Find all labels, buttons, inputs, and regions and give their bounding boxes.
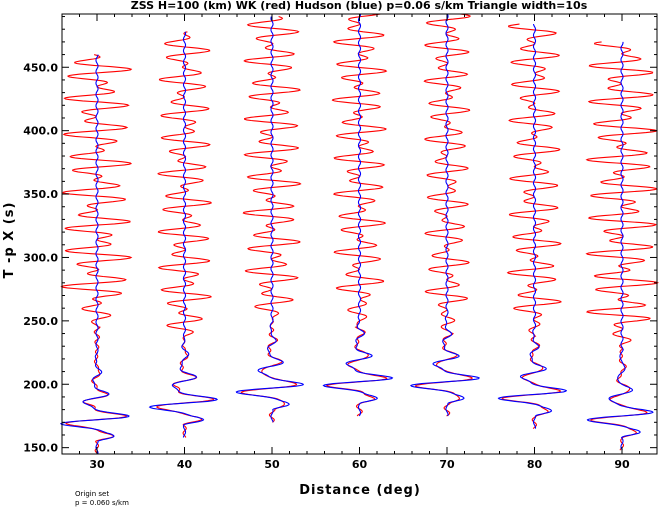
y-axis: 150.0 200.0 250.0 300.0 350.0 400.0 450.0 xyxy=(23,16,657,455)
x-tick-label: 50 xyxy=(264,458,280,471)
wk-trace-60 xyxy=(325,13,388,417)
hudson-trace-30 xyxy=(60,54,130,455)
hudson-trace-80 xyxy=(497,24,568,429)
y-tick-label: 300.0 xyxy=(23,251,58,264)
footnote-line-1: Origin set xyxy=(75,490,109,498)
x-axis-label: Distance (deg) xyxy=(299,483,421,498)
y-tick-label: 400.0 xyxy=(23,125,58,138)
y-tick-label: 250.0 xyxy=(23,315,58,328)
y-axis-label: T -p X (s) xyxy=(2,202,17,279)
x-tick-label: 70 xyxy=(439,458,455,471)
wk-trace-70 xyxy=(414,13,473,417)
y-tick-label: 350.0 xyxy=(23,188,58,201)
x-tick-label: 90 xyxy=(614,458,630,471)
wk-trace-80 xyxy=(501,23,563,429)
hudson-trace-90 xyxy=(586,41,654,451)
x-tick-label: 30 xyxy=(89,458,105,471)
x-axis: 30 40 50 60 70 80 90 xyxy=(79,14,658,471)
x-tick-label: 40 xyxy=(177,458,193,471)
wk-trace-30 xyxy=(60,54,133,455)
y-tick-label: 200.0 xyxy=(23,378,58,391)
wk-trace-50 xyxy=(240,15,302,423)
hudson-trace-60 xyxy=(322,14,394,417)
hudson-trace-70 xyxy=(410,13,480,417)
wk-trace-90 xyxy=(585,41,659,451)
hudson-trace-50 xyxy=(235,16,305,423)
y-tick-label: 150.0 xyxy=(23,442,58,455)
y-tick-label: 450.0 xyxy=(23,61,58,74)
trace-layer xyxy=(60,13,659,455)
chart-title: ZSS H=100 (km) WK (red) Hudson (blue) p=… xyxy=(131,0,588,12)
x-tick-label: 60 xyxy=(352,458,368,471)
x-tick-label: 80 xyxy=(527,458,543,471)
hudson-trace-40 xyxy=(148,31,219,438)
wk-trace-40 xyxy=(156,31,214,438)
footnote-line-2: p = 0.060 s/km xyxy=(75,499,129,507)
